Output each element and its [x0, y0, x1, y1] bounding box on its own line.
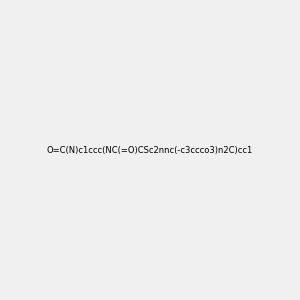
Text: O=C(N)c1ccc(NC(=O)CSc2nnc(-c3ccco3)n2C)cc1: O=C(N)c1ccc(NC(=O)CSc2nnc(-c3ccco3)n2C)c… — [47, 146, 253, 154]
